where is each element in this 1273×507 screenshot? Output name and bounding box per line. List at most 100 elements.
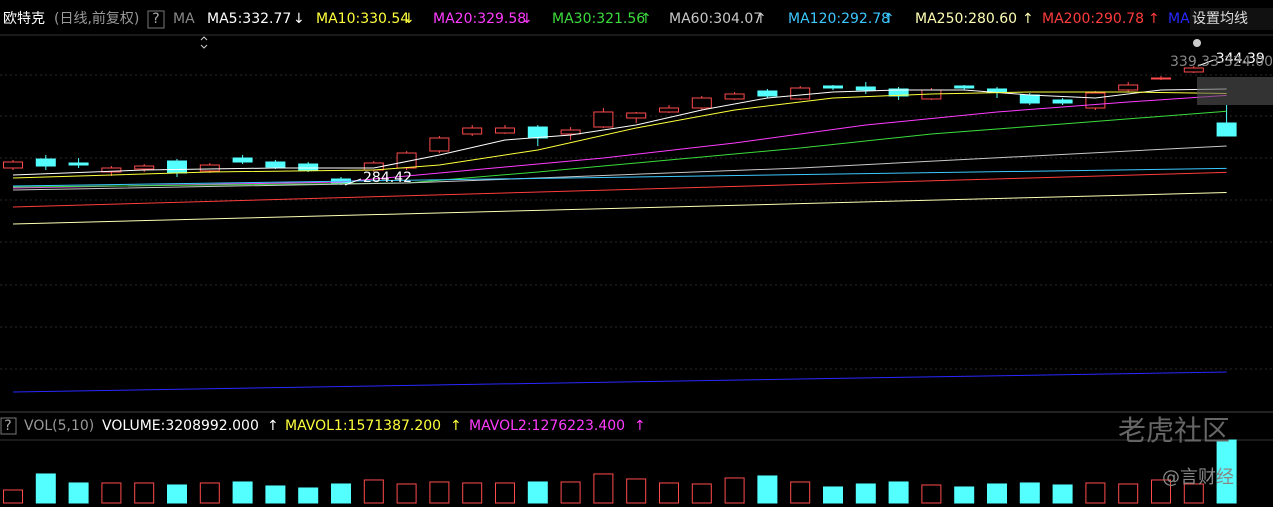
settings-bg[interactable]: [1190, 8, 1273, 30]
candle-body: [68, 162, 89, 166]
volume-bar: [593, 473, 614, 504]
candle-body: [1183, 67, 1204, 73]
candle-body: [1118, 84, 1139, 91]
volume-bar: [298, 487, 319, 504]
legend-trend: ↑: [755, 11, 767, 27]
candle-body: [659, 107, 679, 113]
annotation-arrow: [1197, 59, 1214, 67]
legend-entry: MA5:332.77: [207, 11, 291, 27]
legend-entry: MA10:330.54: [316, 11, 409, 27]
legend-entry: MA30:321.56: [552, 11, 645, 27]
volume-bar: [527, 481, 548, 504]
volume-bar: [1151, 479, 1171, 504]
volume-bar: [1085, 482, 1106, 504]
overlay: [1197, 77, 1273, 105]
ma-line: [12, 167, 1227, 187]
watermark: 老虎社区: [1118, 414, 1230, 447]
candle-body: [101, 167, 122, 173]
ma-line: [12, 110, 1227, 188]
candle-body: [167, 160, 187, 174]
legend-entry: MA120:292.78: [788, 11, 890, 27]
ma-line: [12, 91, 1227, 179]
candle-body: [199, 164, 220, 172]
candle-body: [1052, 99, 1073, 104]
legend-trend: ↓: [521, 11, 533, 27]
settings[interactable]: 设置均线: [1192, 11, 1248, 27]
legend-trend: ↑: [883, 11, 895, 27]
volume-bar: [954, 486, 975, 504]
volume-bar: [1216, 439, 1237, 504]
ma-line: [12, 88, 1227, 176]
candle-body: [462, 127, 483, 135]
volume-bar: [1118, 483, 1139, 504]
candle-body: [495, 127, 515, 134]
volume-bar: [199, 482, 220, 504]
help[interactable]: ?: [152, 11, 159, 27]
vol-legend: MAVOL2:1276223.400: [469, 418, 625, 434]
volume-bar: [167, 484, 187, 504]
volume-bar: [429, 481, 450, 504]
volume-bar: [560, 481, 581, 504]
icon[interactable]: [1193, 39, 1201, 47]
period: (日线,前复权): [54, 10, 139, 27]
volume-bar: [921, 484, 942, 504]
candle-body: [298, 163, 319, 171]
legend-trend: ↓: [403, 11, 415, 27]
volume-bar: [101, 482, 122, 504]
volume-bar: [790, 481, 811, 504]
volume-bar: [691, 483, 712, 504]
legend-entry: MA: [1168, 11, 1190, 27]
volume-bar: [888, 481, 909, 504]
volume-bar: [331, 483, 351, 504]
volume-bar: [134, 482, 155, 504]
candle-body: [626, 112, 647, 119]
vol-help-box[interactable]: [0, 417, 17, 435]
volume-bar: [68, 482, 89, 504]
volume-bar: [823, 486, 843, 504]
legend-entry: MA20:329.58: [433, 11, 526, 27]
candle-body: [1216, 122, 1237, 137]
volume-bar: [363, 479, 384, 504]
candle-body: [134, 165, 155, 170]
volume-bar: [626, 478, 647, 504]
ma-line: [12, 192, 1227, 225]
volume-bar: [659, 482, 679, 504]
candle-body: [1151, 77, 1171, 80]
candle-body: [823, 85, 843, 89]
volume-bar: [1052, 484, 1073, 504]
volume-bar: [232, 481, 253, 504]
stock-name: 欧特克: [3, 11, 45, 27]
vol-label: VOL(5,10): [24, 418, 94, 434]
volume-bar: [265, 485, 286, 504]
candle-body: [691, 97, 712, 109]
vol-help[interactable]: ?: [4, 418, 11, 434]
candle-body: [954, 85, 975, 89]
candle-body: [35, 158, 56, 167]
legend-trend: ↑: [1022, 11, 1034, 27]
candle-body: [888, 88, 909, 97]
candle-body: [265, 161, 286, 168]
candle-body: [724, 93, 745, 100]
volume-bar: [1183, 483, 1204, 504]
icon[interactable]: [200, 36, 208, 49]
vol-trend: ↑: [634, 418, 646, 434]
volume-bar: [462, 482, 483, 504]
annotation: 284.42: [363, 170, 412, 186]
vol-trend: ↑: [450, 418, 462, 434]
candle-body: [1019, 94, 1040, 104]
candle-body: [757, 90, 778, 97]
candle-body: [429, 137, 450, 152]
volume-bar: [35, 473, 56, 504]
ma-label: MA: [173, 11, 195, 27]
legend-trend: ↑: [1148, 11, 1160, 27]
volume-bar: [724, 477, 745, 504]
annotation-arrow: [344, 178, 362, 186]
ma-line: [12, 171, 1227, 208]
legend-entry: MA250:280.60: [915, 11, 1017, 27]
ma-line: [12, 371, 1227, 393]
watermark: @言财经: [1162, 467, 1234, 488]
candle-body: [232, 157, 253, 163]
help-box[interactable]: [147, 10, 165, 29]
